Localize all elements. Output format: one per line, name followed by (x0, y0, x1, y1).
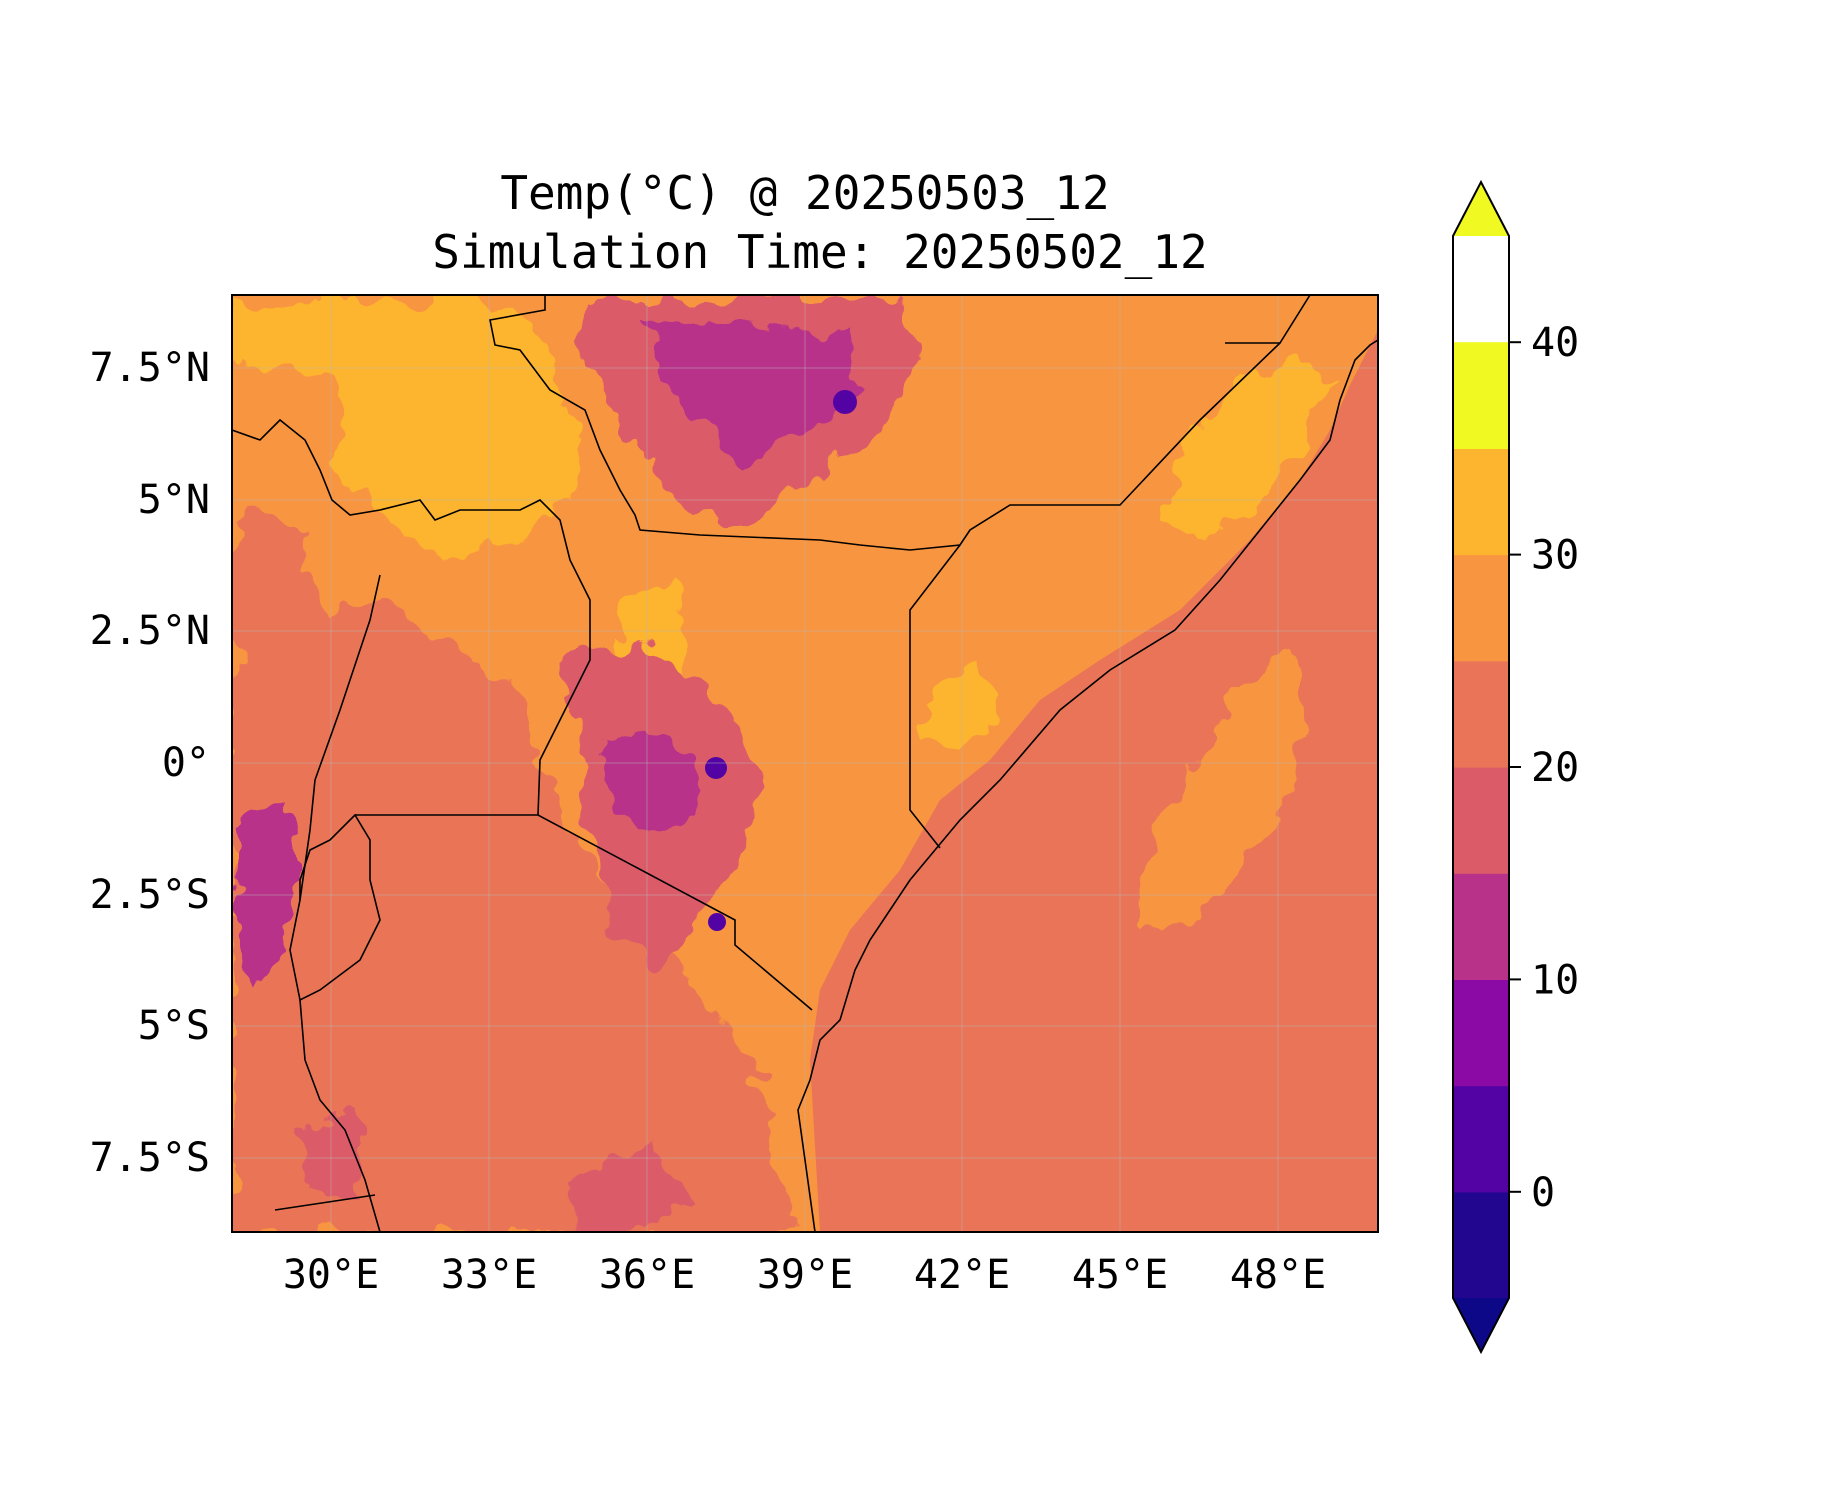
tanzania-cool-patch (570, 1140, 690, 1232)
somalia-warm-patch (920, 660, 1000, 750)
colorbar-bin (1453, 873, 1509, 980)
colorbar-bin (1453, 767, 1509, 874)
x-tick-label: 33°E (441, 1252, 537, 1298)
colorbar-tick-label: 10 (1531, 957, 1579, 1003)
southwest-cool-patch (300, 1110, 360, 1200)
colorbar-under-arrow (1453, 1298, 1509, 1352)
y-tick-label: 5°N (138, 477, 210, 523)
colorbar-bin (1453, 342, 1509, 449)
y-tick-label: 2.5°S (90, 872, 210, 918)
colorbar-bin (1453, 448, 1509, 556)
coastline (797, 339, 1378, 1232)
x-tick-label: 48°E (1230, 1252, 1326, 1298)
colorbar-tick-label: 40 (1531, 320, 1579, 366)
ocean-shading (810, 330, 1378, 1232)
colorbar-bin (1453, 979, 1509, 1087)
x-tick-label: 42°E (914, 1252, 1010, 1298)
colorbar-bin (1453, 1191, 1509, 1299)
x-tick-label: 30°E (283, 1252, 379, 1298)
y-tick-label: 7.5°S (90, 1135, 210, 1181)
grid-lines (232, 295, 1378, 1232)
colorbar-tick-label: 20 (1531, 745, 1579, 791)
ethiopian-peak (833, 390, 857, 414)
western-region-shading (232, 600, 800, 1232)
albertine-rift-shading (236, 800, 300, 990)
colorbar-bin (1453, 660, 1509, 768)
ethiopian-highlands-core (640, 320, 860, 460)
colorbar-tick-label: 0 (1531, 1170, 1555, 1216)
somalia-interior-border (489, 295, 1281, 551)
colorbar-bin (1453, 1085, 1509, 1193)
lake-tanganyika-shore (299, 999, 381, 1232)
colorbar-tick-label: 30 (1531, 533, 1579, 579)
horn-lowlands-shading (1160, 360, 1330, 540)
y-tick-label: 5°S (138, 1003, 210, 1049)
x-tick-labels: 30°E 33°E 36°E 39°E 42°E 45°E 48°E (283, 1252, 1326, 1298)
uganda-border (232, 418, 591, 816)
colorbar-over-arrow (1453, 182, 1509, 236)
colorbar-bin (1453, 554, 1509, 662)
colorbar-outline (1452, 179, 1510, 1355)
kilimanjaro-peak (708, 913, 726, 931)
kenya-somalia-border (909, 544, 961, 849)
southwest-border (274, 1194, 376, 1211)
lake-victoria-shading (380, 740, 560, 880)
x-tick-label: 45°E (1072, 1252, 1168, 1298)
y-tick-label: 7.5°N (90, 345, 210, 391)
western-margin-shading (232, 520, 330, 780)
x-tick-label: 39°E (757, 1252, 853, 1298)
temperature-field (232, 295, 1378, 1232)
country-borders (232, 295, 1378, 1232)
kenyan-highlands-core (600, 730, 700, 830)
y-tick-labels: 7.5°N 5°N 2.5°N 0° 2.5°S 5°S 7.5°S (90, 345, 210, 1181)
ocean-warm-patch (1140, 660, 1300, 930)
chart-subtitle: Simulation Time: 20250502_12 (432, 225, 1207, 279)
northern-lowlands-shading (232, 300, 580, 560)
chart-title: Temp(°C) @ 20250503_12 (500, 166, 1109, 220)
x-tick-label: 36°E (599, 1252, 695, 1298)
y-tick-label: 0° (162, 740, 210, 786)
colorbar: 0 10 20 30 40 (1452, 179, 1579, 1355)
y-tick-label: 2.5°N (90, 608, 210, 654)
plot-frame (231, 294, 1379, 1233)
kenya-tanzania-border (355, 814, 813, 1011)
map-plot: 30°E 33°E 36°E 39°E 42°E 45°E 48°E 7.5°N… (90, 294, 1379, 1298)
kenyan-peak (705, 757, 727, 779)
western-rift-border (299, 574, 381, 901)
